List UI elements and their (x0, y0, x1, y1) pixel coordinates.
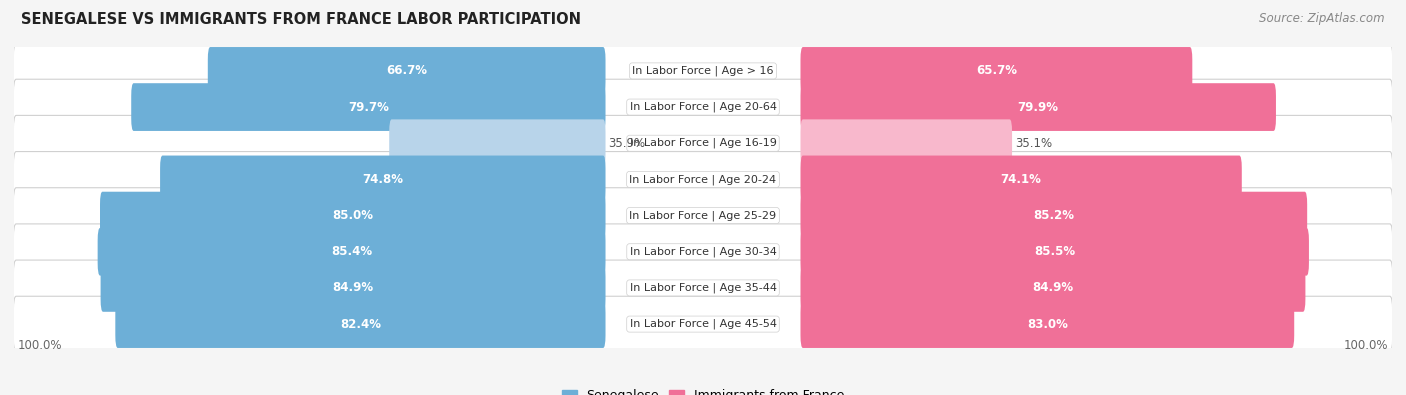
FancyBboxPatch shape (800, 192, 1308, 239)
Text: 66.7%: 66.7% (387, 64, 427, 77)
FancyBboxPatch shape (208, 47, 606, 95)
Text: 85.0%: 85.0% (332, 209, 373, 222)
Text: Source: ZipAtlas.com: Source: ZipAtlas.com (1260, 12, 1385, 25)
Text: 65.7%: 65.7% (976, 64, 1017, 77)
FancyBboxPatch shape (800, 47, 1192, 95)
FancyBboxPatch shape (800, 83, 1277, 131)
Text: In Labor Force | Age > 16: In Labor Force | Age > 16 (633, 66, 773, 76)
FancyBboxPatch shape (14, 115, 1392, 171)
Text: 85.2%: 85.2% (1033, 209, 1074, 222)
Text: 82.4%: 82.4% (340, 318, 381, 331)
Text: 85.5%: 85.5% (1035, 245, 1076, 258)
Text: In Labor Force | Age 16-19: In Labor Force | Age 16-19 (630, 138, 776, 149)
Text: 85.4%: 85.4% (330, 245, 373, 258)
FancyBboxPatch shape (115, 300, 606, 348)
FancyBboxPatch shape (800, 300, 1294, 348)
Text: 74.1%: 74.1% (1001, 173, 1042, 186)
Text: 83.0%: 83.0% (1026, 318, 1067, 331)
Text: SENEGALESE VS IMMIGRANTS FROM FRANCE LABOR PARTICIPATION: SENEGALESE VS IMMIGRANTS FROM FRANCE LAB… (21, 12, 581, 27)
Text: 84.9%: 84.9% (332, 281, 374, 294)
FancyBboxPatch shape (14, 152, 1392, 207)
Text: In Labor Force | Age 25-29: In Labor Force | Age 25-29 (630, 210, 776, 221)
Text: In Labor Force | Age 20-64: In Labor Force | Age 20-64 (630, 102, 776, 112)
Text: 35.9%: 35.9% (609, 137, 645, 150)
FancyBboxPatch shape (14, 260, 1392, 316)
FancyBboxPatch shape (14, 296, 1392, 352)
Text: In Labor Force | Age 20-24: In Labor Force | Age 20-24 (630, 174, 776, 185)
FancyBboxPatch shape (800, 156, 1241, 203)
FancyBboxPatch shape (97, 228, 606, 276)
FancyBboxPatch shape (160, 156, 606, 203)
Text: 74.8%: 74.8% (363, 173, 404, 186)
FancyBboxPatch shape (800, 119, 1012, 167)
FancyBboxPatch shape (101, 264, 606, 312)
FancyBboxPatch shape (131, 83, 606, 131)
FancyBboxPatch shape (800, 228, 1309, 276)
Text: 79.7%: 79.7% (347, 101, 389, 114)
FancyBboxPatch shape (14, 188, 1392, 243)
Text: 100.0%: 100.0% (1344, 339, 1389, 352)
Text: 100.0%: 100.0% (17, 339, 62, 352)
Text: In Labor Force | Age 45-54: In Labor Force | Age 45-54 (630, 319, 776, 329)
Text: In Labor Force | Age 35-44: In Labor Force | Age 35-44 (630, 283, 776, 293)
FancyBboxPatch shape (389, 119, 606, 167)
Text: In Labor Force | Age 30-34: In Labor Force | Age 30-34 (630, 246, 776, 257)
Legend: Senegalese, Immigrants from France: Senegalese, Immigrants from France (557, 384, 849, 395)
FancyBboxPatch shape (14, 79, 1392, 135)
FancyBboxPatch shape (100, 192, 606, 239)
FancyBboxPatch shape (14, 43, 1392, 99)
Text: 35.1%: 35.1% (1015, 137, 1052, 150)
Text: 84.9%: 84.9% (1032, 281, 1074, 294)
Text: 79.9%: 79.9% (1018, 101, 1059, 114)
FancyBboxPatch shape (800, 264, 1305, 312)
FancyBboxPatch shape (14, 224, 1392, 280)
